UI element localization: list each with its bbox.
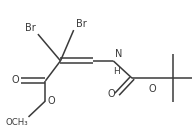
Text: O: O (11, 75, 19, 85)
Text: Br: Br (25, 23, 36, 33)
Text: O: O (47, 96, 55, 106)
Text: H: H (113, 68, 120, 77)
Text: N: N (115, 50, 123, 60)
Text: OCH₃: OCH₃ (6, 118, 29, 127)
Text: Br: Br (75, 19, 86, 29)
Text: O: O (149, 84, 157, 94)
Text: O: O (108, 89, 115, 99)
